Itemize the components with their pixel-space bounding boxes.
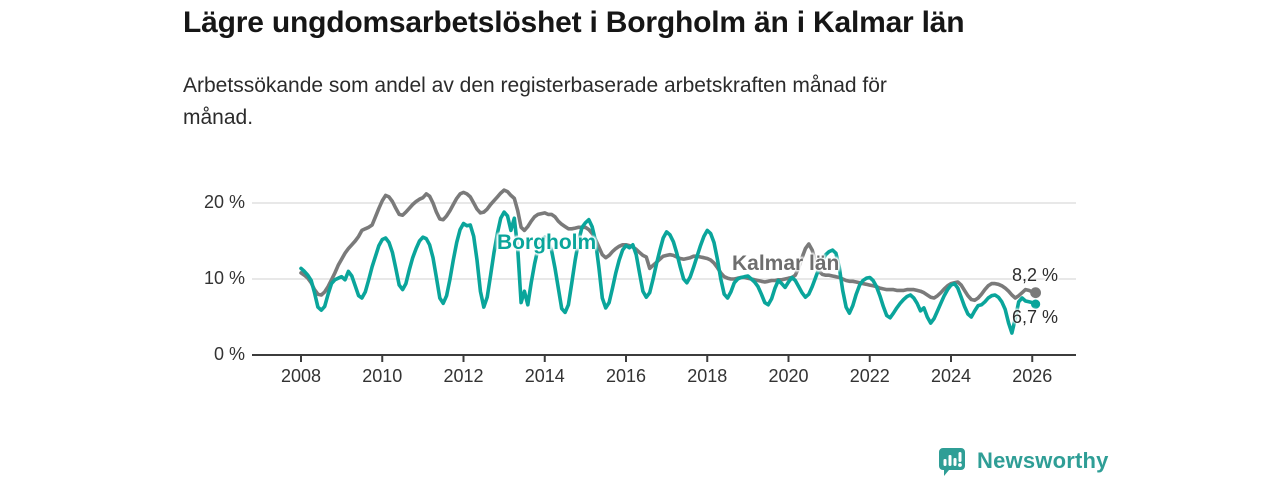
series-end-dot-kalmar-lan <box>1030 287 1041 299</box>
newsworthy-wordmark: Newsworthy <box>977 448 1109 473</box>
x-tick-label: 2026 <box>1012 366 1053 386</box>
x-tick-label: 2014 <box>524 366 565 386</box>
newsworthy-chart-bubble-icon <box>939 448 965 476</box>
newsworthy-logo: Newsworthy <box>936 445 1109 477</box>
end-value-label-kalmar-lan: 8,2 % <box>1012 265 1059 285</box>
x-tick-label: 2024 <box>930 366 972 386</box>
x-tick-label: 2020 <box>768 366 809 386</box>
x-tick-label: 2016 <box>605 366 647 386</box>
series-label-borgholm: Borgholm <box>497 231 597 254</box>
chart-subtitle: Arbetssökande som andel av den registerb… <box>183 74 887 129</box>
y-tick-label: 10 % <box>203 268 245 288</box>
x-tick-label: 2018 <box>687 366 728 386</box>
chart-title: Lägre ungdomsarbetslöshet i Borgholm än … <box>183 6 965 39</box>
x-tick-label: 2012 <box>443 366 484 386</box>
x-tick-label: 2008 <box>280 366 322 386</box>
y-tick-label: 20 % <box>203 192 245 212</box>
x-tick-label: 2022 <box>849 366 890 386</box>
y-tick-label: 0 % <box>213 344 245 364</box>
x-tick-label: 2010 <box>362 366 403 386</box>
end-value-label-borgholm: 6,7 % <box>1012 307 1059 327</box>
series-line-borgholm <box>299 210 1038 335</box>
series-label-kalmar-lan: Kalmar län <box>732 252 840 275</box>
series-line-kalmar-lan <box>299 188 1038 303</box>
